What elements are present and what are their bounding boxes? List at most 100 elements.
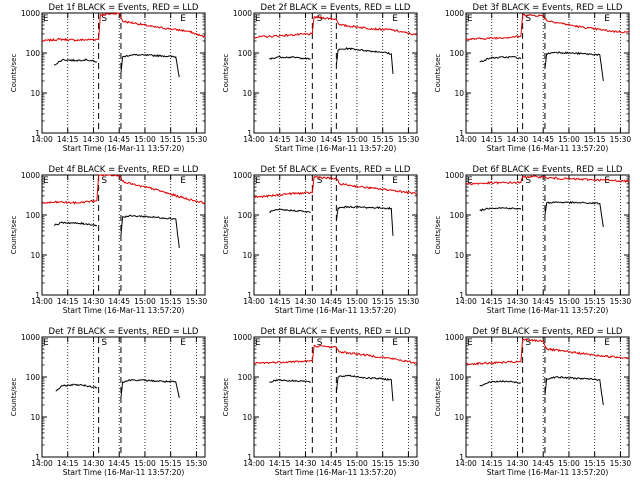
x-tick-label: 15:15 bbox=[584, 297, 606, 306]
event-marker-label: E bbox=[467, 176, 473, 186]
lld-series-line bbox=[465, 13, 630, 41]
panel-title: Det 3f BLACK = Events, RED = LLD bbox=[473, 3, 623, 13]
x-tick-label: 15:15 bbox=[584, 459, 606, 468]
events-series-line bbox=[269, 208, 311, 214]
panel-title: Det 4f BLACK = Events, RED = LLD bbox=[49, 165, 199, 175]
event-marker-label: E bbox=[604, 338, 610, 348]
x-tick-label: 14:30 bbox=[83, 297, 105, 306]
x-tick-label: 15:00 bbox=[346, 297, 368, 306]
y-tick-label: 1000 bbox=[445, 9, 464, 18]
y-tick-label: 1 bbox=[247, 291, 252, 300]
events-series-line bbox=[120, 378, 180, 399]
event-marker-label: S bbox=[317, 14, 323, 24]
plot-frame bbox=[465, 336, 630, 458]
x-tick-label: 15:15 bbox=[160, 459, 182, 468]
event-marker-label: E bbox=[604, 14, 610, 24]
x-tick-label: 14:45 bbox=[320, 135, 342, 144]
events-series-line bbox=[544, 375, 604, 406]
x-tick-label: 14:45 bbox=[532, 297, 554, 306]
y-tick-label: 10 bbox=[242, 89, 252, 98]
y-tick-label: 1 bbox=[35, 453, 40, 462]
x-tick-label: 14:00 bbox=[455, 297, 477, 306]
events-series-line bbox=[335, 374, 394, 402]
events-series-line bbox=[544, 200, 604, 228]
events-series-line bbox=[479, 55, 522, 63]
event-marker-label: E bbox=[43, 338, 49, 348]
x-tick-label: 15:30 bbox=[186, 459, 208, 468]
y-axis-label: Counts/sec bbox=[10, 378, 18, 417]
event-marker-label: E bbox=[180, 338, 186, 348]
event-marker-label: S bbox=[525, 14, 531, 24]
detector-panel: Det 6f BLACK = Events, RED = LLD 1 10 100 10… bbox=[434, 165, 631, 315]
events-series-line bbox=[479, 207, 522, 212]
panel-title: Det 6f BLACK = Events, RED = LLD bbox=[473, 165, 623, 175]
x-tick-label: 15:00 bbox=[134, 459, 156, 468]
x-axis-label: Start Time (16-Mar-11 13:57:20) bbox=[275, 144, 397, 153]
y-tick-label: 100 bbox=[26, 373, 41, 382]
y-tick-label: 10 bbox=[454, 89, 464, 98]
x-tick-label: 15:00 bbox=[558, 297, 580, 306]
x-tick-label: 15:15 bbox=[160, 135, 182, 144]
y-tick-label: 100 bbox=[238, 211, 253, 220]
x-tick-label: 14:15 bbox=[269, 135, 291, 144]
x-tick-label: 14:30 bbox=[507, 135, 529, 144]
y-tick-label: 1000 bbox=[233, 9, 252, 18]
x-tick-label: 14:45 bbox=[108, 297, 130, 306]
x-tick-label: 14:45 bbox=[108, 459, 130, 468]
panel-title: Det 5f BLACK = Events, RED = LLD bbox=[261, 165, 411, 175]
detector-panel: Det 7f BLACK = Events, RED = LLD 1 10 100 10… bbox=[10, 327, 207, 477]
y-axis-label: Counts/sec bbox=[222, 54, 230, 93]
x-tick-label: 15:00 bbox=[346, 135, 368, 144]
lld-series-line bbox=[253, 175, 418, 199]
x-tick-label: 14:30 bbox=[295, 459, 317, 468]
y-axis-label: Counts/sec bbox=[10, 216, 18, 255]
y-tick-label: 1000 bbox=[21, 9, 40, 18]
panel-title: Det 9f BLACK = Events, RED = LLD bbox=[473, 327, 623, 337]
x-tick-label: 15:30 bbox=[610, 297, 632, 306]
y-tick-label: 1000 bbox=[445, 171, 464, 180]
event-marker-label: E bbox=[467, 338, 473, 348]
x-tick-label: 14:15 bbox=[269, 297, 291, 306]
detector-panel: Det 1f BLACK = Events, RED = LLD 1 10 100 10… bbox=[10, 3, 207, 153]
events-series-line bbox=[269, 55, 311, 60]
x-tick-label: 14:15 bbox=[481, 459, 503, 468]
x-tick-label: 15:30 bbox=[186, 297, 208, 306]
panel-title: Det 2f BLACK = Events, RED = LLD bbox=[261, 3, 411, 13]
lld-series-line bbox=[41, 174, 206, 205]
x-tick-label: 14:45 bbox=[320, 459, 342, 468]
x-tick-label: 15:00 bbox=[558, 135, 580, 144]
y-axis-label: Counts/sec bbox=[434, 378, 442, 417]
plot-frame bbox=[41, 336, 206, 458]
x-tick-label: 15:30 bbox=[610, 459, 632, 468]
plot-frame bbox=[465, 12, 630, 134]
x-axis-label: Start Time (16-Mar-11 13:57:20) bbox=[275, 306, 397, 315]
event-marker-label: S bbox=[101, 176, 107, 186]
y-tick-label: 10 bbox=[30, 251, 40, 260]
y-axis-label: Counts/sec bbox=[10, 54, 18, 93]
event-marker-label: E bbox=[180, 176, 186, 186]
events-series-line bbox=[544, 51, 604, 82]
x-tick-label: 14:00 bbox=[31, 297, 53, 306]
y-tick-label: 1 bbox=[459, 291, 464, 300]
event-marker-label: E bbox=[43, 176, 49, 186]
x-tick-label: 14:30 bbox=[295, 297, 317, 306]
x-tick-label: 14:00 bbox=[243, 459, 265, 468]
y-tick-label: 10 bbox=[30, 89, 40, 98]
y-axis-label: Counts/sec bbox=[434, 216, 442, 255]
x-tick-label: 14:15 bbox=[57, 459, 79, 468]
x-tick-label: 15:30 bbox=[398, 135, 420, 144]
events-series-line bbox=[269, 379, 311, 384]
y-tick-label: 1000 bbox=[21, 333, 40, 342]
lld-series-line bbox=[465, 175, 630, 186]
y-tick-label: 1 bbox=[247, 129, 252, 138]
event-marker-label: S bbox=[317, 176, 323, 186]
y-tick-label: 10 bbox=[454, 413, 464, 422]
event-marker-label: E bbox=[392, 338, 398, 348]
event-marker-label: E bbox=[467, 14, 473, 24]
x-tick-label: 15:00 bbox=[558, 459, 580, 468]
x-tick-label: 14:15 bbox=[481, 135, 503, 144]
plot-frame bbox=[465, 174, 630, 296]
x-tick-label: 15:30 bbox=[398, 297, 420, 306]
events-series-line bbox=[53, 221, 98, 227]
